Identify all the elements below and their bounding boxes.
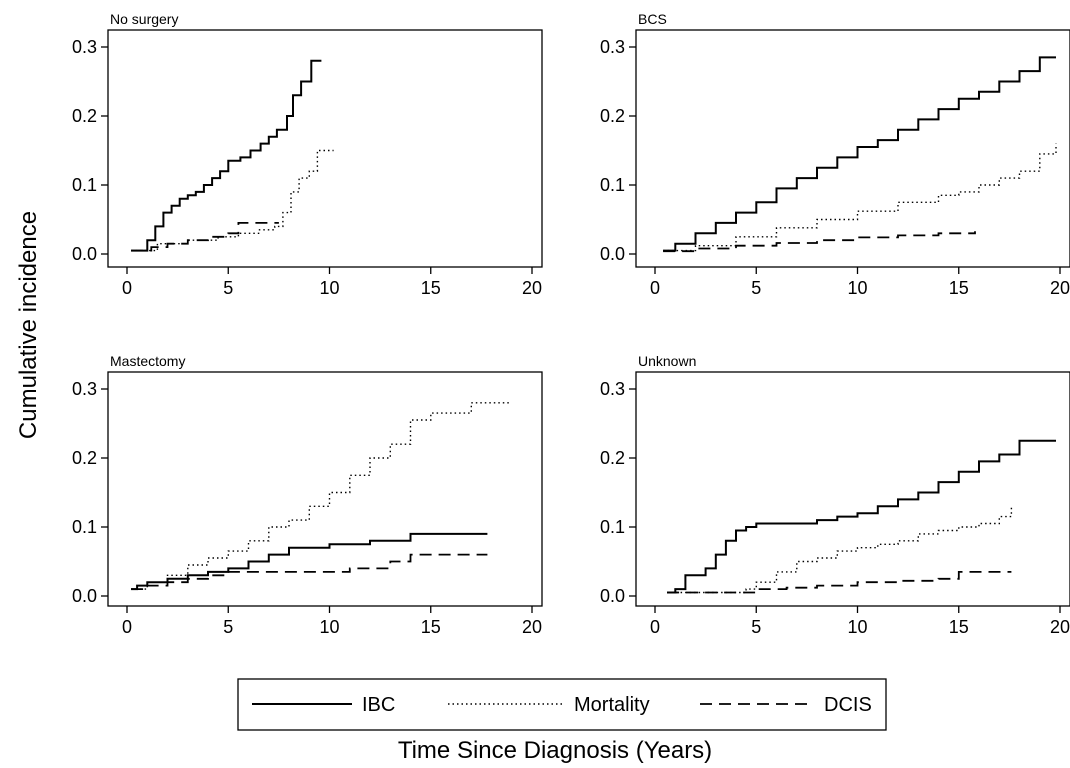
panel-mastectomy-xtick-label: 0: [122, 617, 132, 637]
panel-bcs-xtick-label: 20: [1050, 278, 1070, 298]
panel-unknown-xtick-label: 10: [847, 617, 867, 637]
panel-unknown-ytick-label: 0.0: [600, 586, 625, 606]
panel-mastectomy-series-mortality: [131, 402, 510, 590]
panel-no-surgery-ytick-label: 0.2: [72, 106, 97, 126]
panel-bcs-xtick-label: 0: [650, 278, 660, 298]
panel-mastectomy-series-ibc: [131, 532, 488, 591]
panel-mastectomy-series-dcis: [131, 553, 488, 590]
panel-unknown: Unknown 0.0 0.1 0.2 0.3 0 5 10 15 20: [600, 353, 1070, 637]
panel-no-surgery-xtick-label: 0: [122, 278, 132, 298]
legend-label-mortality: Mortality: [574, 694, 650, 716]
panel-bcs-series-dcis: [663, 231, 976, 253]
panel-mastectomy-ytick-label: 0.0: [72, 586, 97, 606]
panel-mastectomy-xtick-label: 20: [522, 617, 542, 637]
panel-bcs-series-mortality: [663, 143, 1057, 252]
panel-unknown-xtick-label: 0: [650, 617, 660, 637]
panel-no-surgery-xtick-label: 5: [223, 278, 233, 298]
legend-label-dcis: DCIS: [824, 694, 872, 716]
panel-bcs-ytick-label: 0.3: [600, 37, 625, 57]
panel-no-surgery-series-mortality: [131, 149, 334, 252]
panel-bcs-ytick-label: 0.1: [600, 175, 625, 195]
panel-mastectomy-xtick-label: 15: [421, 617, 441, 637]
panel-unknown-xtick-label: 5: [751, 617, 761, 637]
panel-no-surgery-frame: [107, 29, 543, 268]
legend-label-ibc: IBC: [362, 694, 395, 716]
y-axis-label: Cumulative incidence: [15, 211, 42, 439]
panel-bcs-xtick-label: 10: [847, 278, 867, 298]
panel-unknown-series-dcis: [667, 571, 1012, 594]
panel-no-surgery-series-ibc: [131, 59, 322, 252]
x-axis-label: Time Since Diagnosis (Years): [398, 737, 712, 764]
panel-unknown-frame: [635, 371, 1070, 607]
panel-no-surgery-ytick-label: 0.0: [72, 244, 97, 264]
panel-no-surgery-ytick-label: 0.1: [72, 175, 97, 195]
panel-mastectomy-xtick-label: 5: [223, 617, 233, 637]
panel-unknown-ytick-label: 0.3: [600, 379, 625, 399]
panel-bcs-xtick-label: 15: [949, 278, 969, 298]
panel-no-surgery-xtick-label: 20: [522, 278, 542, 298]
panel-bcs-xtick-label: 5: [751, 278, 761, 298]
panel-no-surgery: No surgery 0.0 0.1 0.2 0.3 0 5 10 15 20: [72, 11, 543, 298]
panels-layer: No surgery 0.0 0.1 0.2 0.3 0 5 10 15 20 BCS 0.0 0.1 0…: [72, 11, 1070, 637]
panel-no-surgery-ytick-label: 0.3: [72, 37, 97, 57]
panel-mastectomy-ytick-label: 0.2: [72, 448, 97, 468]
panel-unknown-title: Unknown: [638, 353, 696, 369]
panel-mastectomy-ytick-label: 0.3: [72, 379, 97, 399]
panel-mastectomy-title: Mastectomy: [110, 353, 185, 369]
panel-mastectomy-xtick-label: 10: [319, 617, 339, 637]
panel-no-surgery-series-dcis: [131, 222, 279, 252]
panel-unknown-ytick-label: 0.2: [600, 448, 625, 468]
panel-no-surgery-xtick-label: 15: [421, 278, 441, 298]
panel-bcs-series-ibc: [663, 56, 1056, 252]
panel-unknown-ytick-label: 0.1: [600, 517, 625, 537]
panel-no-surgery-title: No surgery: [110, 11, 178, 27]
panel-bcs-frame: [635, 29, 1070, 268]
panel-unknown-xtick-label: 20: [1050, 617, 1070, 637]
panel-bcs-ytick-label: 0.2: [600, 106, 625, 126]
panel-bcs: BCS 0.0 0.1 0.2 0.3 0 5 10 15 20: [600, 11, 1070, 298]
panel-bcs-title: BCS: [638, 11, 667, 27]
panel-unknown-xtick-label: 15: [949, 617, 969, 637]
panel-mastectomy: Mastectomy 0.0 0.1 0.2 0.3 0 5 10 15 20: [72, 353, 543, 637]
panel-mastectomy-frame: [107, 371, 543, 607]
panel-mastectomy-ytick-label: 0.1: [72, 517, 97, 537]
panel-no-surgery-xtick-label: 10: [319, 278, 339, 298]
legend: IBC Mortality DCIS: [237, 678, 887, 731]
panel-unknown-series-mortality: [667, 506, 1013, 594]
panel-unknown-series-ibc: [667, 439, 1056, 594]
panel-bcs-ytick-label: 0.0: [600, 244, 625, 264]
